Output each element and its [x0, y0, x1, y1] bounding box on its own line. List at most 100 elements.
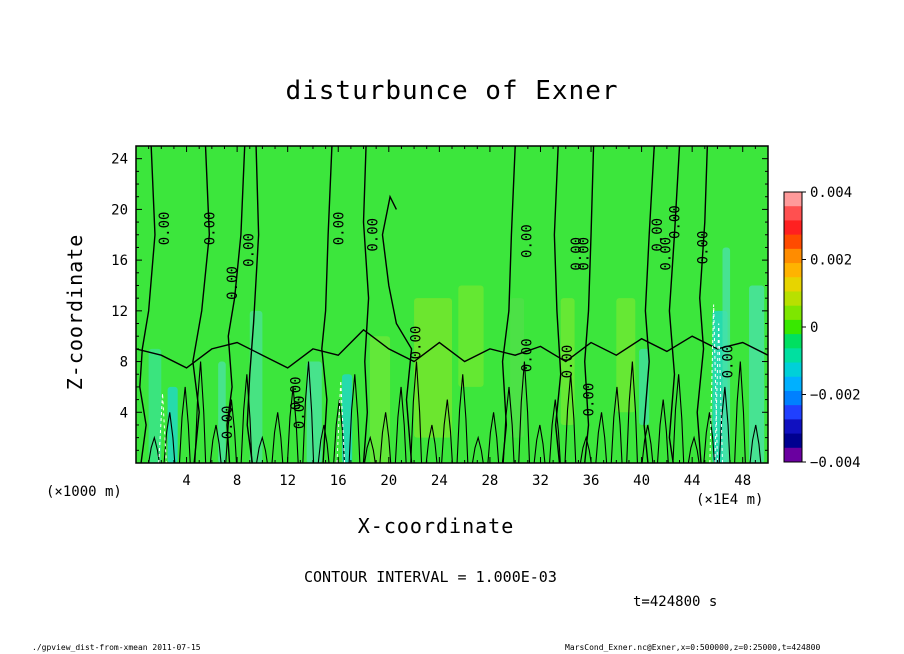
- colorbar-segment: [784, 319, 802, 335]
- contour-label: 0.00: [202, 212, 218, 246]
- colorbar-segment: [784, 263, 802, 278]
- contour-line: [225, 399, 238, 463]
- contour-line-negative: [709, 304, 718, 463]
- contour-line-negative: [714, 323, 723, 463]
- contour-line: [518, 361, 531, 463]
- colorbar-segment: [784, 390, 802, 406]
- contour-line: [209, 424, 222, 463]
- contour-line: [148, 435, 160, 463]
- contour-label: 0.00: [582, 383, 598, 417]
- y-tick-label: 4: [120, 405, 128, 421]
- contour-line: [271, 412, 284, 463]
- contour-line: [643, 146, 655, 463]
- contour-line: [317, 424, 330, 463]
- field-patch: [722, 247, 731, 463]
- x-unit-label: (×1000 m): [46, 484, 122, 500]
- colorbar-tick-label: 0.002: [810, 253, 852, 269]
- colorbar-tick-label: 0: [810, 320, 818, 336]
- contour-label: 0.00: [668, 205, 684, 239]
- contour-line: [533, 424, 546, 463]
- x-tick-label: 12: [279, 473, 296, 489]
- footer-left: ./gpview_dist-from-xmean 2011-07-15: [32, 643, 201, 652]
- contour-line: [286, 386, 299, 463]
- contour-line: [379, 412, 392, 463]
- colorbar-segment: [784, 376, 802, 392]
- colorbar-segment: [784, 362, 802, 378]
- contour-line: [626, 361, 638, 463]
- colorbar-segment: [784, 305, 802, 321]
- contour-line: [226, 146, 246, 463]
- x-tick-label: 8: [233, 473, 241, 489]
- contour-line: [178, 386, 191, 463]
- field-patch: [616, 298, 636, 413]
- field-patch: [639, 348, 650, 425]
- colorbar-segment: [784, 334, 802, 349]
- contour-line: [656, 399, 669, 463]
- contour-line: [192, 146, 211, 463]
- y-axis: 4 8 12 16 20 24: [111, 152, 768, 451]
- contour-label: 0.00: [577, 237, 593, 271]
- y-tick-label: 16: [111, 253, 128, 269]
- colorbar-segment: [784, 447, 802, 463]
- contour-label: 0.00: [365, 218, 381, 252]
- x-axis-label: X-coordinate: [357, 514, 515, 538]
- contour-line: [348, 374, 361, 463]
- colorbar-segment: [784, 433, 802, 449]
- contour-line: [502, 386, 515, 463]
- contour-line: [240, 374, 253, 463]
- colorbar-segment: [784, 348, 802, 364]
- y-tick-label: 24: [111, 152, 128, 168]
- x-tick-label: 20: [380, 473, 397, 489]
- contour-label: 0.00: [695, 231, 711, 265]
- x-tick-label: 44: [684, 473, 701, 489]
- contour-line: [471, 435, 484, 463]
- contour-label: 0.00: [520, 224, 536, 258]
- chart-title: disturbunce of Exner: [285, 76, 619, 106]
- colorbar-segment: [784, 248, 802, 264]
- contour-line: [256, 435, 268, 463]
- contour-line: [687, 435, 700, 463]
- contour-label: 0.00: [721, 345, 737, 379]
- colorbar-segment: [784, 220, 802, 236]
- contour-line: [136, 328, 768, 369]
- x-tick-label: 40: [633, 473, 650, 489]
- contour-line-negative: [158, 393, 167, 463]
- time-label: t=424800 s: [633, 594, 718, 610]
- field-patch: [749, 285, 765, 463]
- x-tick-label: 4: [182, 473, 190, 489]
- field-patch: [369, 336, 391, 463]
- contour-line: [641, 424, 654, 463]
- contour-line: [553, 146, 562, 463]
- field-patch: [148, 348, 162, 463]
- contour-label: 0.00: [288, 376, 304, 410]
- x-tick-label: 36: [583, 473, 600, 489]
- contour-line: [381, 194, 413, 463]
- contour-line: [564, 374, 577, 463]
- contour-line: [549, 399, 561, 463]
- field-patch: [560, 298, 575, 425]
- contour-label: 0.00: [560, 345, 576, 379]
- x-tick-label: 32: [532, 473, 549, 489]
- contour-label: 0.00: [408, 326, 424, 360]
- contour-line: [668, 146, 681, 463]
- contour-label: 0.00: [220, 406, 236, 440]
- colorbar-tick-label: −0.002: [810, 388, 861, 404]
- contour-line: [456, 374, 469, 463]
- x-axis: 4 8 12 16 20 24 28 32 36 40 44 48: [148, 146, 756, 489]
- x-tick-label: 16: [330, 473, 347, 489]
- contour-label: 0.00: [292, 395, 308, 429]
- footer-right: MarsCond_Exner.nc@Exner,x=0:500000,z=0:2…: [565, 643, 821, 652]
- contour-line: [696, 146, 709, 463]
- contour-line: [584, 146, 595, 463]
- x-tick-label: 48: [734, 473, 751, 489]
- contour-line: [749, 424, 762, 463]
- x-unit-label-2: (×1E4 m): [696, 492, 764, 508]
- contour-line: [718, 386, 731, 463]
- contour-line: [333, 399, 345, 463]
- contour-line: [410, 361, 423, 463]
- contour-line: [363, 435, 376, 463]
- heatmap-field: [148, 247, 765, 463]
- contour-line: [194, 361, 207, 463]
- colorbar-tick-label: 0.004: [810, 185, 852, 201]
